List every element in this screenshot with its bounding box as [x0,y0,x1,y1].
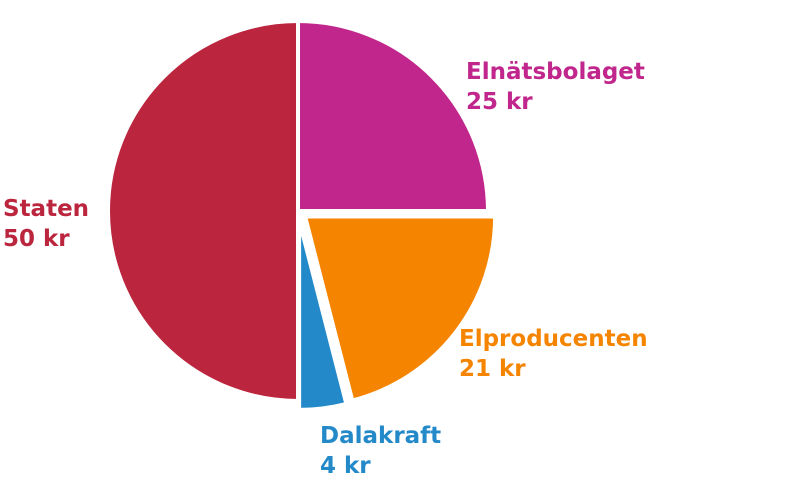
label-elnatsbolaget-name: Elnätsbolaget [466,59,645,85]
pie-slice-dalakraft [297,219,349,412]
label-elproducenten-name: Elproducenten [459,326,648,352]
label-dalakraft-value: 4 kr [320,453,371,479]
pie-slice-elproducenten [302,214,498,403]
label-elproducenten: Elproducenten 21 kr [459,324,648,384]
label-elnatsbolaget: Elnätsbolaget 25 kr [466,57,645,117]
pie-slice-elnatsbolaget [296,18,491,213]
label-staten-value: 50 kr [3,226,70,252]
label-elproducenten-value: 21 kr [459,356,526,382]
label-staten-name: Staten [3,196,90,222]
pie-slice-staten [106,18,300,404]
label-staten: Staten 50 kr [3,194,89,254]
label-dalakraft: Dalakraft 4 kr [320,421,441,481]
label-elnatsbolaget-value: 25 kr [466,89,533,115]
label-dalakraft-name: Dalakraft [320,423,442,449]
